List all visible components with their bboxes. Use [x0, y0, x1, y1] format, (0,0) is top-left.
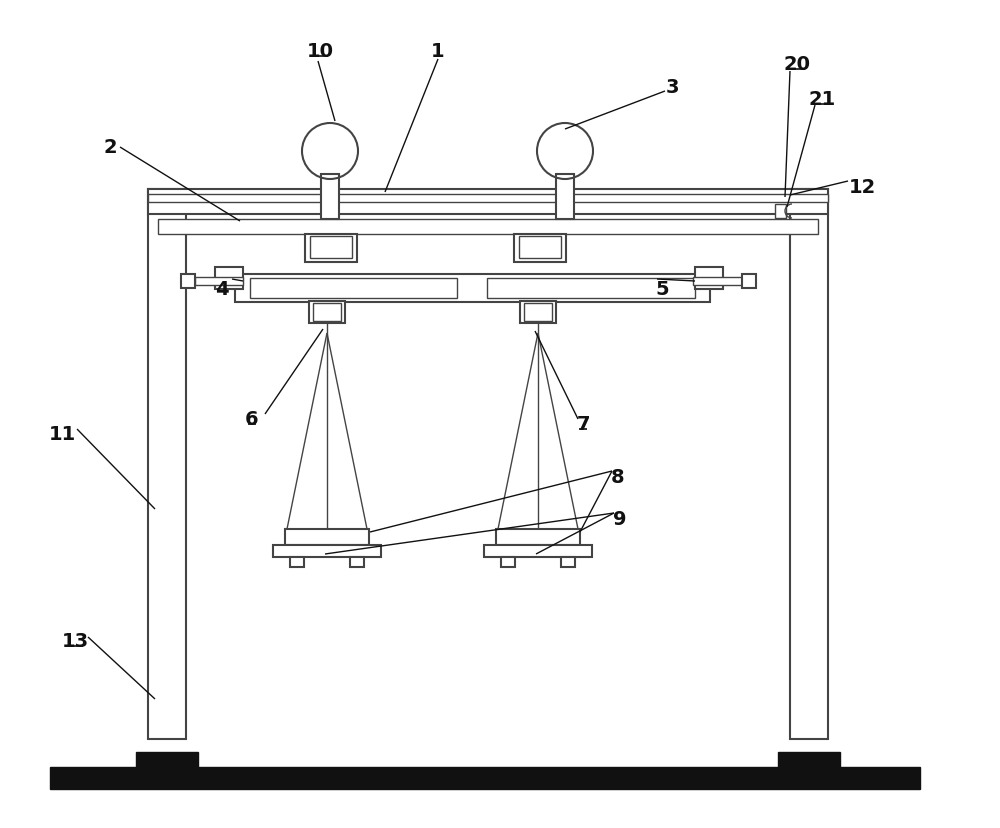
Bar [158, 219, 818, 234]
Bar [250, 279, 457, 299]
Bar [50, 767, 920, 789]
Text: 7: 7 [576, 415, 590, 434]
Bar [496, 529, 580, 546]
Text: 3: 3 [665, 78, 679, 97]
Text: 11: 11 [48, 425, 76, 444]
Bar [148, 190, 828, 214]
Bar [313, 304, 341, 321]
Text: 4: 4 [215, 280, 229, 299]
Bar [290, 557, 304, 567]
Bar [136, 752, 198, 767]
Text: 1: 1 [431, 42, 445, 61]
Text: 13: 13 [61, 631, 89, 650]
Bar [310, 237, 352, 258]
Bar [309, 301, 345, 324]
Text: 5: 5 [655, 280, 669, 299]
Bar [148, 195, 828, 203]
Bar [519, 237, 561, 258]
Bar [195, 277, 243, 286]
Bar [778, 752, 840, 767]
Bar [305, 234, 357, 262]
Bar [693, 277, 742, 286]
Bar [501, 557, 515, 567]
Bar [742, 275, 756, 289]
Text: 6: 6 [245, 410, 259, 428]
Bar [148, 190, 186, 739]
Bar [321, 175, 339, 219]
Bar [561, 557, 575, 567]
Text: 12: 12 [848, 178, 876, 197]
Bar [215, 267, 243, 290]
Bar [556, 175, 574, 219]
Text: 20: 20 [784, 55, 810, 74]
Bar [273, 546, 381, 557]
Text: 8: 8 [611, 468, 625, 486]
Bar [181, 275, 195, 289]
Bar [235, 275, 710, 303]
Text: 2: 2 [103, 137, 117, 156]
Bar [520, 301, 556, 324]
Text: 21: 21 [808, 90, 836, 108]
Bar [350, 557, 364, 567]
Bar [285, 529, 369, 546]
Bar [514, 234, 566, 262]
Bar [775, 205, 786, 219]
Bar [695, 267, 723, 290]
Bar [524, 304, 552, 321]
Bar [484, 546, 592, 557]
Text: 9: 9 [613, 509, 627, 528]
Text: 10: 10 [307, 42, 334, 61]
Bar [790, 190, 828, 739]
Bar [487, 279, 695, 299]
